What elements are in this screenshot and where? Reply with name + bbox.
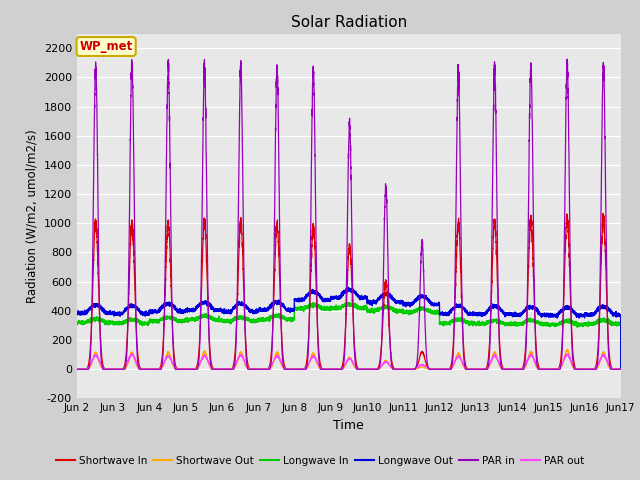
X-axis label: Time: Time: [333, 419, 364, 432]
Title: Solar Radiation: Solar Radiation: [291, 15, 407, 30]
Y-axis label: Radiation (W/m2, umol/m2/s): Radiation (W/m2, umol/m2/s): [25, 129, 38, 303]
Legend: Shortwave In, Shortwave Out, Longwave In, Longwave Out, PAR in, PAR out: Shortwave In, Shortwave Out, Longwave In…: [52, 452, 588, 470]
Text: WP_met: WP_met: [79, 40, 132, 53]
